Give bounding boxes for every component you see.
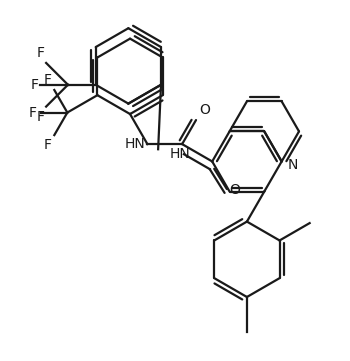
Text: F: F (36, 46, 44, 60)
Text: F: F (36, 110, 44, 123)
Text: F: F (43, 73, 51, 87)
Text: HN: HN (125, 137, 146, 151)
Text: O: O (230, 183, 240, 197)
Text: F: F (28, 105, 36, 119)
Text: N: N (288, 158, 298, 173)
Text: F: F (43, 138, 51, 152)
Text: HN: HN (170, 147, 191, 161)
Text: O: O (199, 103, 210, 117)
Text: F: F (30, 78, 38, 92)
